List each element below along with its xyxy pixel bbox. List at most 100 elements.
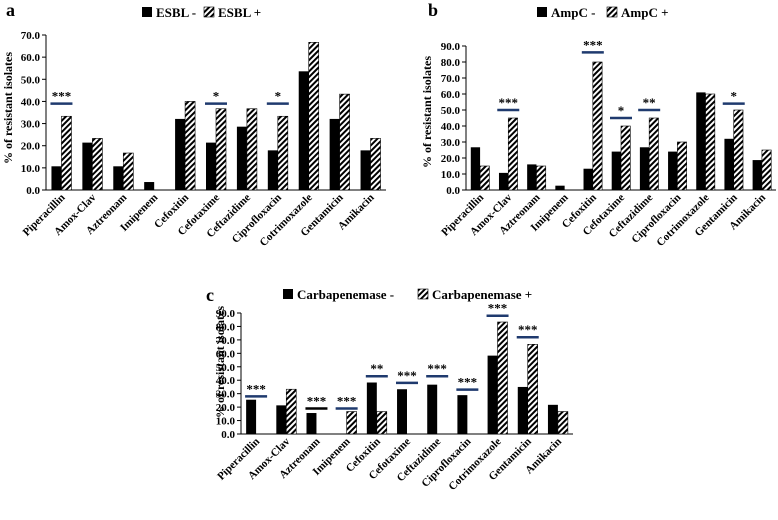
bar-negative-amikacin	[547, 404, 558, 434]
significance-label: ***	[246, 381, 266, 396]
legend-swatch-hatched	[417, 288, 429, 300]
legend-swatch-solid	[142, 7, 152, 17]
bar-negative-ceftazidime	[427, 384, 438, 434]
bar-negative-amikacin	[360, 150, 371, 190]
y-tick-label: 80.0	[216, 321, 236, 333]
y-tick-label: 60.0	[21, 52, 41, 64]
bar-positive-gentamicin	[527, 344, 538, 435]
legend-label-series2: ESBL +	[218, 5, 261, 20]
significance-label: ***	[397, 368, 417, 383]
significance-label: *	[275, 89, 282, 104]
bar-positive-aztreonam	[536, 165, 547, 191]
legend-label-series2: Carbapenemase +	[432, 287, 532, 302]
y-tick-label: 60.0	[441, 89, 461, 101]
panel-label-c: c	[206, 285, 214, 305]
bar-positive-amikacin	[761, 149, 772, 191]
significance-label: ***	[499, 95, 519, 110]
legend-label-series1: ESBL -	[156, 5, 196, 20]
bar-positive-ciprofloxacin	[277, 115, 289, 191]
y-tick-label: 70.0	[21, 30, 41, 42]
bar-negative-cefoxitin	[366, 382, 377, 434]
bar-positive-cotrimoxazole	[705, 93, 716, 191]
bar-positive-piperacillin	[61, 115, 72, 191]
y-tick-label: 0.0	[446, 185, 460, 197]
y-tick-label: 50.0	[441, 105, 461, 117]
y-tick-label: 30.0	[21, 119, 41, 131]
bar-negative-cotrimoxazole	[487, 355, 498, 434]
y-tick-label: 50.0	[216, 362, 236, 374]
y-tick-label: 90.0	[441, 41, 461, 53]
bar-negative-ceftazidime	[236, 126, 247, 190]
bar-negative-ciprofloxacin	[668, 151, 678, 190]
legend-swatch-hatched	[606, 6, 618, 18]
significance-label: ***	[458, 375, 478, 390]
bar-positive-ceftazidime	[246, 108, 258, 191]
significance-label: *	[730, 89, 737, 104]
legend-label-series1: Carbapenemase -	[297, 287, 394, 302]
bar-negative-imipenem	[555, 185, 565, 190]
panel-label-b: b	[428, 0, 438, 20]
y-tick-label: 20.0	[216, 402, 236, 414]
y-tick-label: 40.0	[441, 121, 461, 133]
bar-negative-cefotaxime	[397, 389, 407, 434]
bar-positive-amox-clav	[507, 117, 518, 191]
significance-label: ***	[337, 393, 357, 408]
legend-label-series2: AmpC +	[621, 5, 669, 20]
bar-negative-cotrimoxazole	[298, 71, 309, 190]
bar-positive-cefoxitin	[376, 411, 388, 435]
bar-positive-cefotaxime	[215, 108, 227, 191]
legend-swatch-solid	[283, 289, 293, 299]
y-axis-label: % of resistant isolates	[1, 52, 15, 164]
y-tick-label: 10.0	[441, 169, 461, 181]
significance-label: *	[618, 103, 625, 118]
y-tick-label: 60.0	[216, 348, 236, 360]
y-tick-label: 0.0	[221, 429, 235, 441]
bar-negative-aztreonam	[306, 413, 317, 434]
bar-positive-cefoxitin	[184, 101, 196, 191]
bar-positive-piperacillin	[479, 165, 490, 191]
bar-positive-cefoxitin	[592, 61, 603, 191]
panel-label-a: a	[6, 0, 15, 20]
bar-negative-piperacillin	[470, 147, 481, 190]
y-tick-label: 20.0	[21, 141, 41, 153]
bar-negative-amikacin	[752, 160, 762, 190]
bar-negative-aztreonam	[113, 166, 124, 190]
bar-negative-amox-clav	[498, 172, 509, 190]
bar-negative-ciprofloxacin	[457, 395, 468, 434]
legend-swatch-solid	[537, 7, 547, 17]
y-axis-label: % of resistant isolates	[420, 56, 434, 168]
y-tick-label: 20.0	[441, 153, 461, 165]
bar-positive-gentamicin	[733, 109, 744, 191]
significance-label: ***	[583, 37, 603, 52]
bar-negative-piperacillin	[246, 399, 257, 434]
bar-positive-ceftazidime	[648, 117, 659, 191]
bar-negative-cefoxitin	[175, 118, 186, 190]
bar-positive-amikacin	[370, 138, 381, 191]
bar-positive-amox-clav	[92, 138, 103, 191]
bar-positive-aztreonam	[122, 152, 134, 191]
y-tick-label: 90.0	[216, 308, 236, 320]
y-tick-label: 40.0	[21, 96, 41, 108]
bar-negative-cefotaxime	[206, 142, 216, 190]
y-axis-label: % of resistant isolates	[213, 306, 227, 418]
bar-positive-ciprofloxacin	[677, 141, 687, 191]
chart-panel-c: c Carbapenemase - Carbapenemase + % of r…	[206, 285, 573, 493]
y-tick-label: 30.0	[441, 137, 461, 149]
bar-negative-ceftazidime	[639, 147, 650, 190]
y-tick-label: 10.0	[21, 163, 41, 175]
significance-label: ***	[518, 322, 538, 337]
chart-panel-a: a ESBL - ESBL + % of resistant isolates …	[1, 0, 386, 249]
bar-negative-aztreonam	[527, 164, 537, 190]
significance-label: ***	[427, 361, 447, 376]
bar-positive-cotrimoxazole	[497, 321, 508, 435]
significance-label: ***	[52, 89, 72, 104]
bar-negative-gentamicin	[517, 386, 528, 434]
bar-positive-amox-clav	[285, 388, 297, 435]
bar-negative-cotrimoxazole	[696, 92, 706, 190]
bar-negative-amox-clav	[82, 142, 93, 190]
bar-negative-cefotaxime	[611, 151, 621, 190]
bar-negative-gentamicin	[329, 118, 340, 190]
bar-negative-piperacillin	[51, 166, 62, 190]
significance-label: **	[370, 361, 383, 376]
